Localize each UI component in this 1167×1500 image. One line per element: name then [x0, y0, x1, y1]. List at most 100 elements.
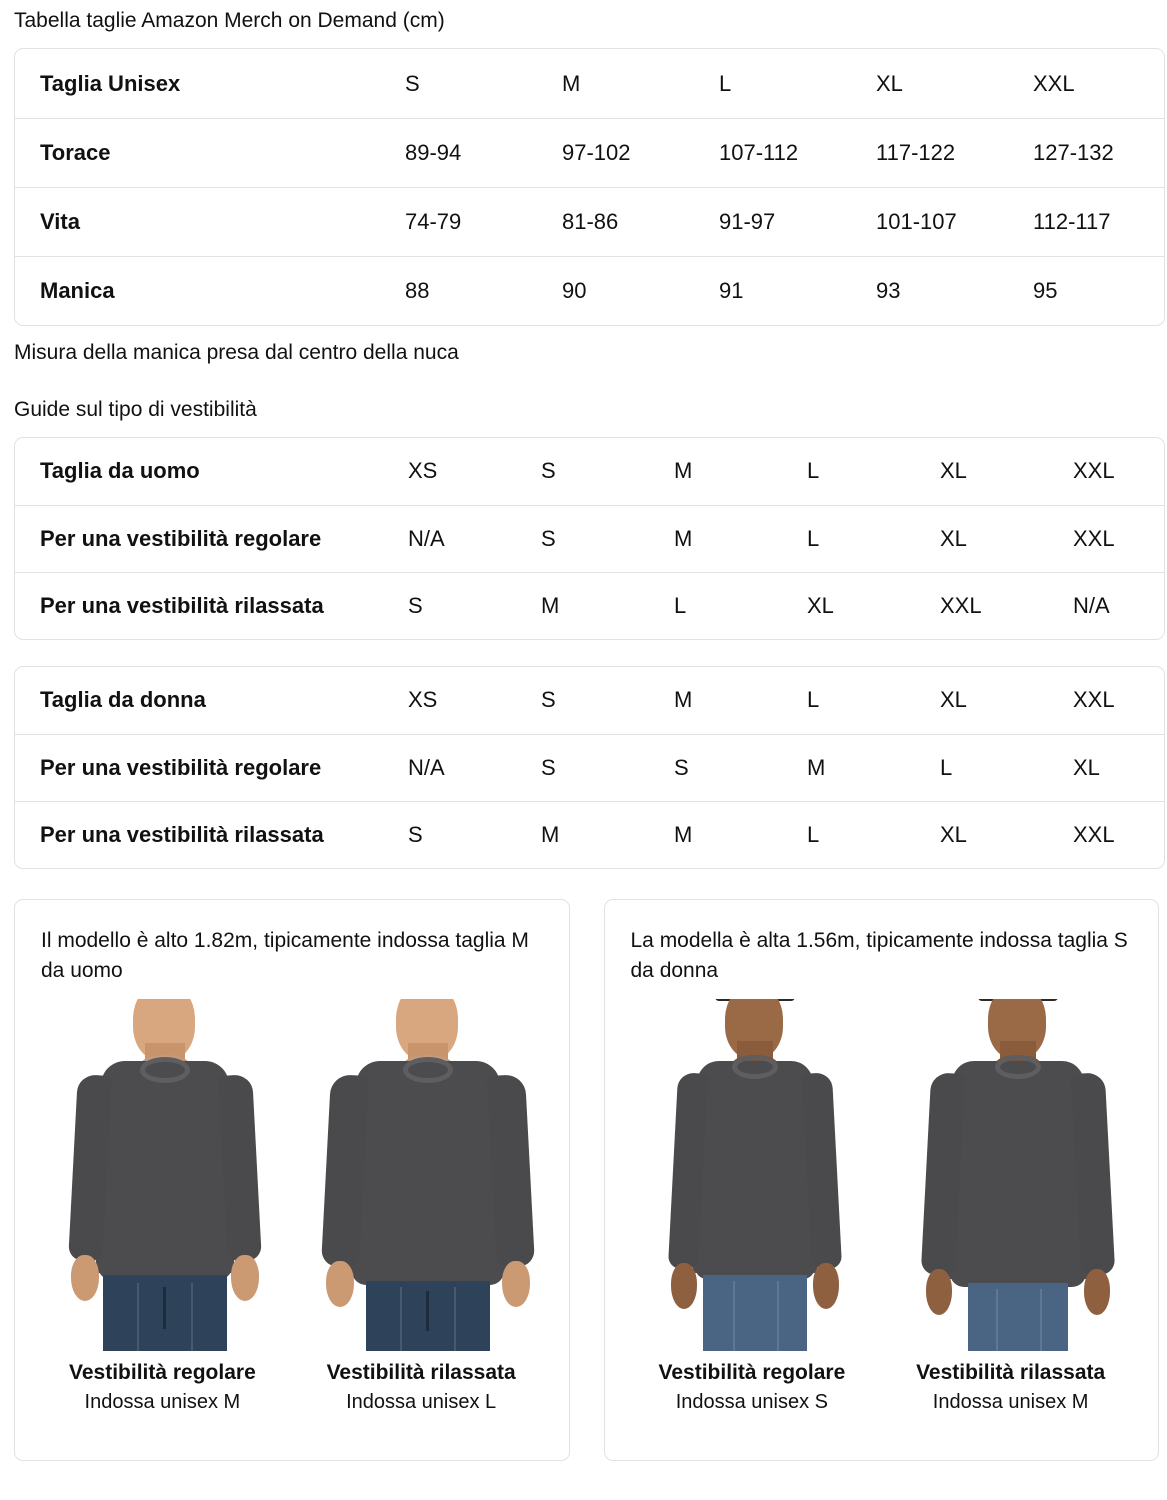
women-regular-xl: L: [940, 754, 953, 780]
size-header-xxl: XXL: [1033, 70, 1075, 96]
female-regular-fit-caption: Vestibilità regolare Indossa unisex S: [631, 1361, 874, 1414]
row-label-torace: Torace: [40, 140, 111, 166]
size-header-l: L: [719, 70, 732, 96]
female-relaxed-fit-caption: Vestibilità rilassata Indossa unisex M: [889, 1361, 1132, 1414]
unisex-size-table: Taglia Unisex S M L XL XXL Torace 89-94 …: [14, 48, 1165, 327]
table-header-row: Taglia Unisex S M L XL XXL: [15, 49, 1164, 118]
vita-m: 81-86: [562, 209, 619, 235]
men-regular-xl: XL: [940, 525, 967, 551]
female-regular-fit-photo: [630, 999, 878, 1352]
male-regular-photo-col: [41, 999, 288, 1352]
men-relaxed-fit-label: Per una vestibilità rilassata: [40, 592, 324, 618]
women-fit-table: Taglia da donna XS S M L XL XXL Per una …: [14, 665, 1165, 869]
women-relaxed-xs: S: [408, 821, 423, 847]
women-regular-s: S: [541, 754, 556, 780]
torace-s: 89-94: [405, 140, 462, 166]
fit-guides-heading: Guide sul tipo di vestibilità: [14, 397, 257, 421]
male-photo-pair: [41, 999, 551, 1352]
row-label-vita: Vita: [40, 209, 80, 235]
men-regular-fit-label: Per una vestibilità regolare: [40, 525, 322, 551]
table-row: Manica 88 90 91 93 95: [15, 256, 1164, 325]
men-relaxed-xs: S: [408, 592, 423, 618]
manica-xl: 93: [876, 278, 901, 304]
table-row: Torace 89-94 97-102 107-112 117-122 127-…: [15, 118, 1164, 187]
male-relaxed-fit-photo: [304, 999, 551, 1352]
women-relaxed-s: M: [541, 821, 560, 847]
female-relaxed-photo-col: [893, 999, 1141, 1352]
men-size-header-l: L: [807, 458, 820, 484]
table-row: Vita 74-79 81-86 91-97 101-107 112-117: [15, 187, 1164, 256]
women-size-header-xl: XL: [940, 687, 967, 713]
female-fit-labels: Vestibilità regolare Indossa unisex S Ve…: [631, 1361, 1133, 1414]
male-regular-fit-sub: Indossa unisex M: [84, 1391, 241, 1414]
female-relaxed-fit-photo: [893, 999, 1141, 1352]
men-fit-header-label: Taglia da uomo: [40, 458, 200, 484]
size-header-m: M: [562, 70, 581, 96]
male-model-description: Il modello è alto 1.82m, tipicamente ind…: [41, 928, 529, 982]
male-relaxed-fit-title: Vestibilità rilassata: [326, 1361, 516, 1385]
female-model-description: La modella è alta 1.56m, tipicamente ind…: [630, 928, 1128, 982]
men-relaxed-xl: XXL: [940, 592, 982, 618]
women-regular-fit-label: Per una vestibilità regolare: [40, 754, 322, 780]
men-size-header-s: S: [541, 458, 556, 484]
female-regular-fit-sub: Indossa unisex S: [675, 1391, 829, 1414]
torace-m: 97-102: [562, 140, 631, 166]
men-regular-xxl: XXL: [1073, 525, 1115, 551]
male-regular-fit-photo: [41, 999, 288, 1352]
male-fit-labels: Vestibilità regolare Indossa unisex M Ve…: [41, 1361, 543, 1414]
women-size-header-l: L: [807, 687, 820, 713]
women-relaxed-xl: XL: [940, 821, 967, 847]
table-row: Per una vestibilità rilassata S M M L XL…: [15, 800, 1164, 868]
men-relaxed-s: M: [541, 592, 560, 618]
women-size-header-m: M: [674, 687, 693, 713]
men-size-header-xl: XL: [940, 458, 967, 484]
women-regular-xs: N/A: [408, 754, 445, 780]
women-relaxed-m: M: [674, 821, 693, 847]
size-header-s: S: [405, 70, 420, 96]
men-relaxed-m: L: [674, 592, 687, 618]
women-fit-header-label: Taglia da donna: [40, 687, 206, 713]
men-regular-s: S: [541, 525, 556, 551]
table-header-label: Taglia Unisex: [40, 70, 181, 96]
torace-xl: 117-122: [876, 140, 956, 166]
row-label-manica: Manica: [40, 278, 115, 304]
vita-xxl: 112-117: [1033, 209, 1111, 235]
female-model-card: La modella è alta 1.56m, tipicamente ind…: [603, 898, 1159, 1461]
vita-xl: 101-107: [876, 209, 957, 235]
male-relaxed-photo-col: [304, 999, 551, 1352]
men-size-header-m: M: [674, 458, 693, 484]
manica-l: 91: [719, 278, 744, 304]
male-regular-fit-title: Vestibilità regolare: [69, 1361, 256, 1385]
women-size-header-xxl: XXL: [1073, 687, 1115, 713]
men-size-header-xs: XS: [408, 458, 438, 484]
women-regular-xxl: XL: [1073, 754, 1100, 780]
table-row: Per una vestibilità regolare N/A S S M L…: [15, 733, 1164, 801]
women-regular-m: S: [674, 754, 689, 780]
table-header-row: Taglia da uomo XS S M L XL XXL: [15, 438, 1164, 505]
male-regular-fit-caption: Vestibilità regolare Indossa unisex M: [41, 1361, 284, 1414]
manica-s: 88: [405, 278, 430, 304]
male-relaxed-fit-caption: Vestibilità rilassata Indossa unisex L: [300, 1361, 543, 1414]
size-chart-page: Tabella taglie Amazon Merch on Demand (c…: [0, 8, 1167, 1500]
men-regular-m: M: [674, 525, 693, 551]
women-relaxed-l: L: [807, 821, 820, 847]
manica-xxl: 95: [1033, 278, 1058, 304]
page-title: Tabella taglie Amazon Merch on Demand (c…: [14, 9, 445, 32]
women-size-header-xs: XS: [408, 687, 438, 713]
men-regular-xs: N/A: [408, 525, 445, 551]
men-relaxed-xxl: N/A: [1073, 592, 1110, 618]
male-relaxed-fit-sub: Indossa unisex L: [346, 1391, 497, 1414]
table-header-row: Taglia da donna XS S M L XL XXL: [15, 667, 1164, 734]
female-photo-pair: [630, 999, 1141, 1352]
torace-l: 107-112: [719, 140, 799, 166]
male-model-card: Il modello è alto 1.82m, tipicamente ind…: [14, 898, 570, 1461]
vita-s: 74-79: [405, 209, 462, 235]
manica-m: 90: [562, 278, 587, 304]
women-relaxed-xxl: XXL: [1073, 821, 1115, 847]
female-regular-fit-title: Vestibilità regolare: [658, 1361, 846, 1385]
table-row: Per una vestibilità regolare N/A S M L X…: [15, 504, 1164, 572]
women-regular-l: M: [807, 754, 826, 780]
men-relaxed-l: XL: [807, 592, 834, 618]
female-relaxed-fit-title: Vestibilità rilassata: [916, 1361, 1106, 1385]
women-size-header-s: S: [541, 687, 556, 713]
